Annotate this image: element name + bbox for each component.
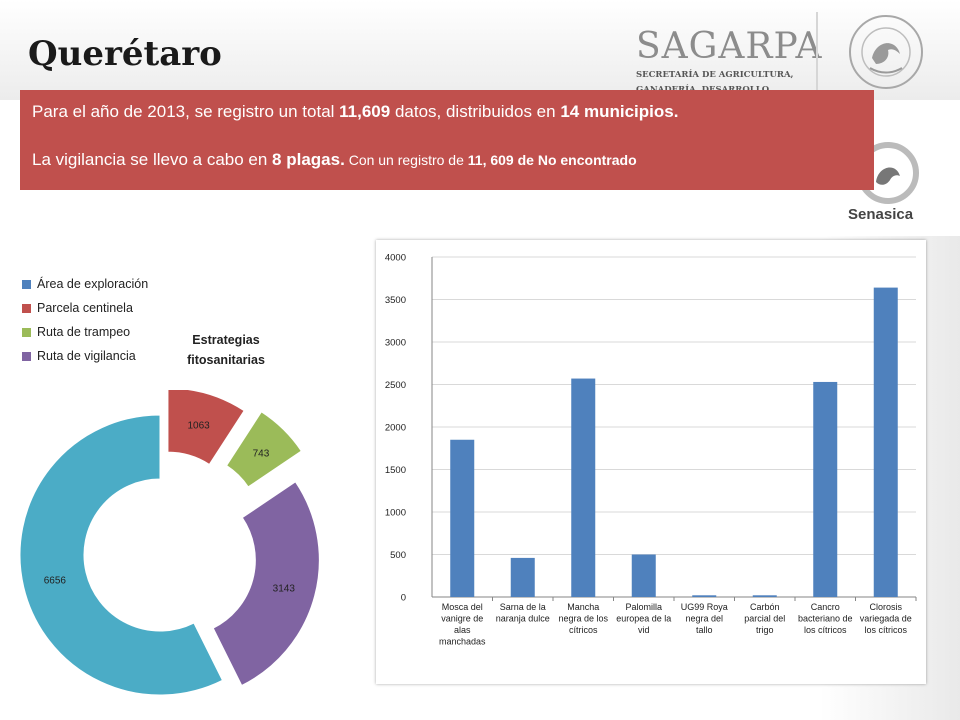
y-tick-label: 500 [390,550,406,561]
bar [510,557,535,597]
bar [692,595,717,597]
x-tick-label: Palomilla europea de la vid [616,602,671,635]
donut-chart: 6656 1063 743 3143 [19,390,320,696]
x-tick-label: UG99 Roya negra del tallo [681,602,728,635]
bar [873,287,898,597]
page-title: Querétaro [28,34,222,74]
bar [813,381,838,597]
logo-subtitle-1: SECRETARÍA DE AGRICULTURA, [636,70,794,80]
bar [752,595,777,597]
x-tick-label: Carbón parcial del trigo [744,602,785,635]
summary-line-1: Para el año de 2013, se registro un tota… [32,102,679,121]
national-seal-icon [849,15,923,89]
legend-item: Ruta de trampeo [22,320,148,344]
y-tick-label: 0 [401,593,406,604]
y-tick-label: 1500 [385,465,406,476]
logo-wordmark: SAGARPA [636,26,823,67]
y-tick-label: 2000 [385,423,406,434]
y-tick-label: 2500 [385,380,406,391]
y-tick-label: 3000 [385,338,406,349]
donut-slice [19,414,224,696]
legend-item: Área de exploración [22,272,148,296]
legend-swatch [22,279,31,289]
x-tick-label: Clorosis variegada de los cítricos [860,602,912,635]
legend-swatch [22,351,31,361]
legend-item: Ruta de vigilancia [22,344,148,368]
pie-legend: Área de exploración Parcela centinela Ru… [22,272,148,368]
header-background [0,0,960,100]
summary-banner: Para el año de 2013, se registro un tota… [20,90,874,190]
y-tick-label: 1000 [385,508,406,519]
bar [631,554,656,597]
donut-slice [212,481,320,687]
x-tick-label: Mancha negra de los cítricos [558,602,608,635]
donut-slice-label: 1063 [187,421,210,432]
senasica-wordmark: Senasica [848,206,914,223]
bar [450,439,475,597]
header-divider [816,12,818,90]
legend-item: Parcela centinela [22,296,148,320]
summary-line-2: La vigilancia se llevo a cabo en 8 plaga… [32,150,637,169]
legend-swatch [22,303,31,313]
legend-swatch [22,327,31,337]
x-tick-label: Cancro bacteriano de los cítricos [798,602,853,635]
pie-chart-title: Estrategias fitosanitarias [187,333,265,367]
x-tick-label: Mosca del vanigre de alas manchadas [439,602,486,647]
donut-slice [225,411,303,488]
bar [571,378,596,597]
donut-slice-label: 3143 [273,584,296,595]
y-tick-label: 3500 [385,295,406,306]
y-tick-label: 4000 [385,253,406,264]
x-tick-label: Sarna de la naranja dulce [496,602,550,624]
donut-slice-label: 6656 [44,576,67,587]
donut-slice-label: 743 [253,448,270,459]
donut-slice [167,390,245,466]
bar-chart: 0 500 1000 1500 2000 2500 3000 3500 4000 Mosca de… [376,240,926,684]
